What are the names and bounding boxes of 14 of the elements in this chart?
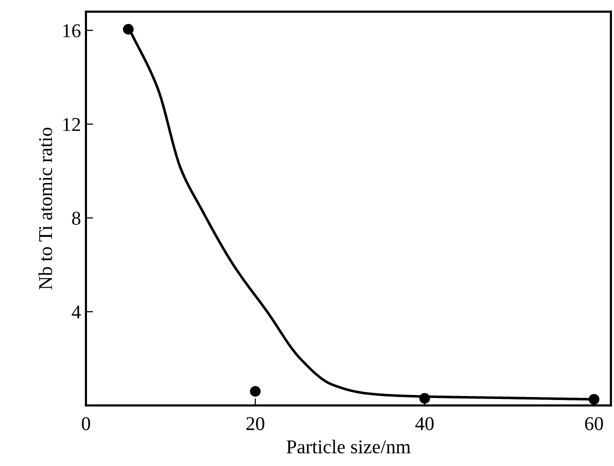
point (588, 394, 600, 405)
y-tick-label: 8 (72, 212, 80, 225)
point (250, 386, 261, 397)
y-tick-label: 12 (63, 118, 80, 131)
point (419, 393, 430, 404)
y-tick-label: 4 (72, 306, 81, 318)
y-axis-title: Nb to Ti atomic ratio (38, 128, 52, 290)
x-tick-label: 0 (82, 417, 90, 430)
y-tick-label: 16 (63, 24, 81, 38)
x-tick-label: 40 (415, 417, 434, 430)
x-tick-label: 60 (585, 417, 603, 430)
x-tick-label: 20 (246, 417, 264, 430)
x-axis-title: Particle size/nm (286, 440, 411, 454)
point (122, 24, 134, 35)
